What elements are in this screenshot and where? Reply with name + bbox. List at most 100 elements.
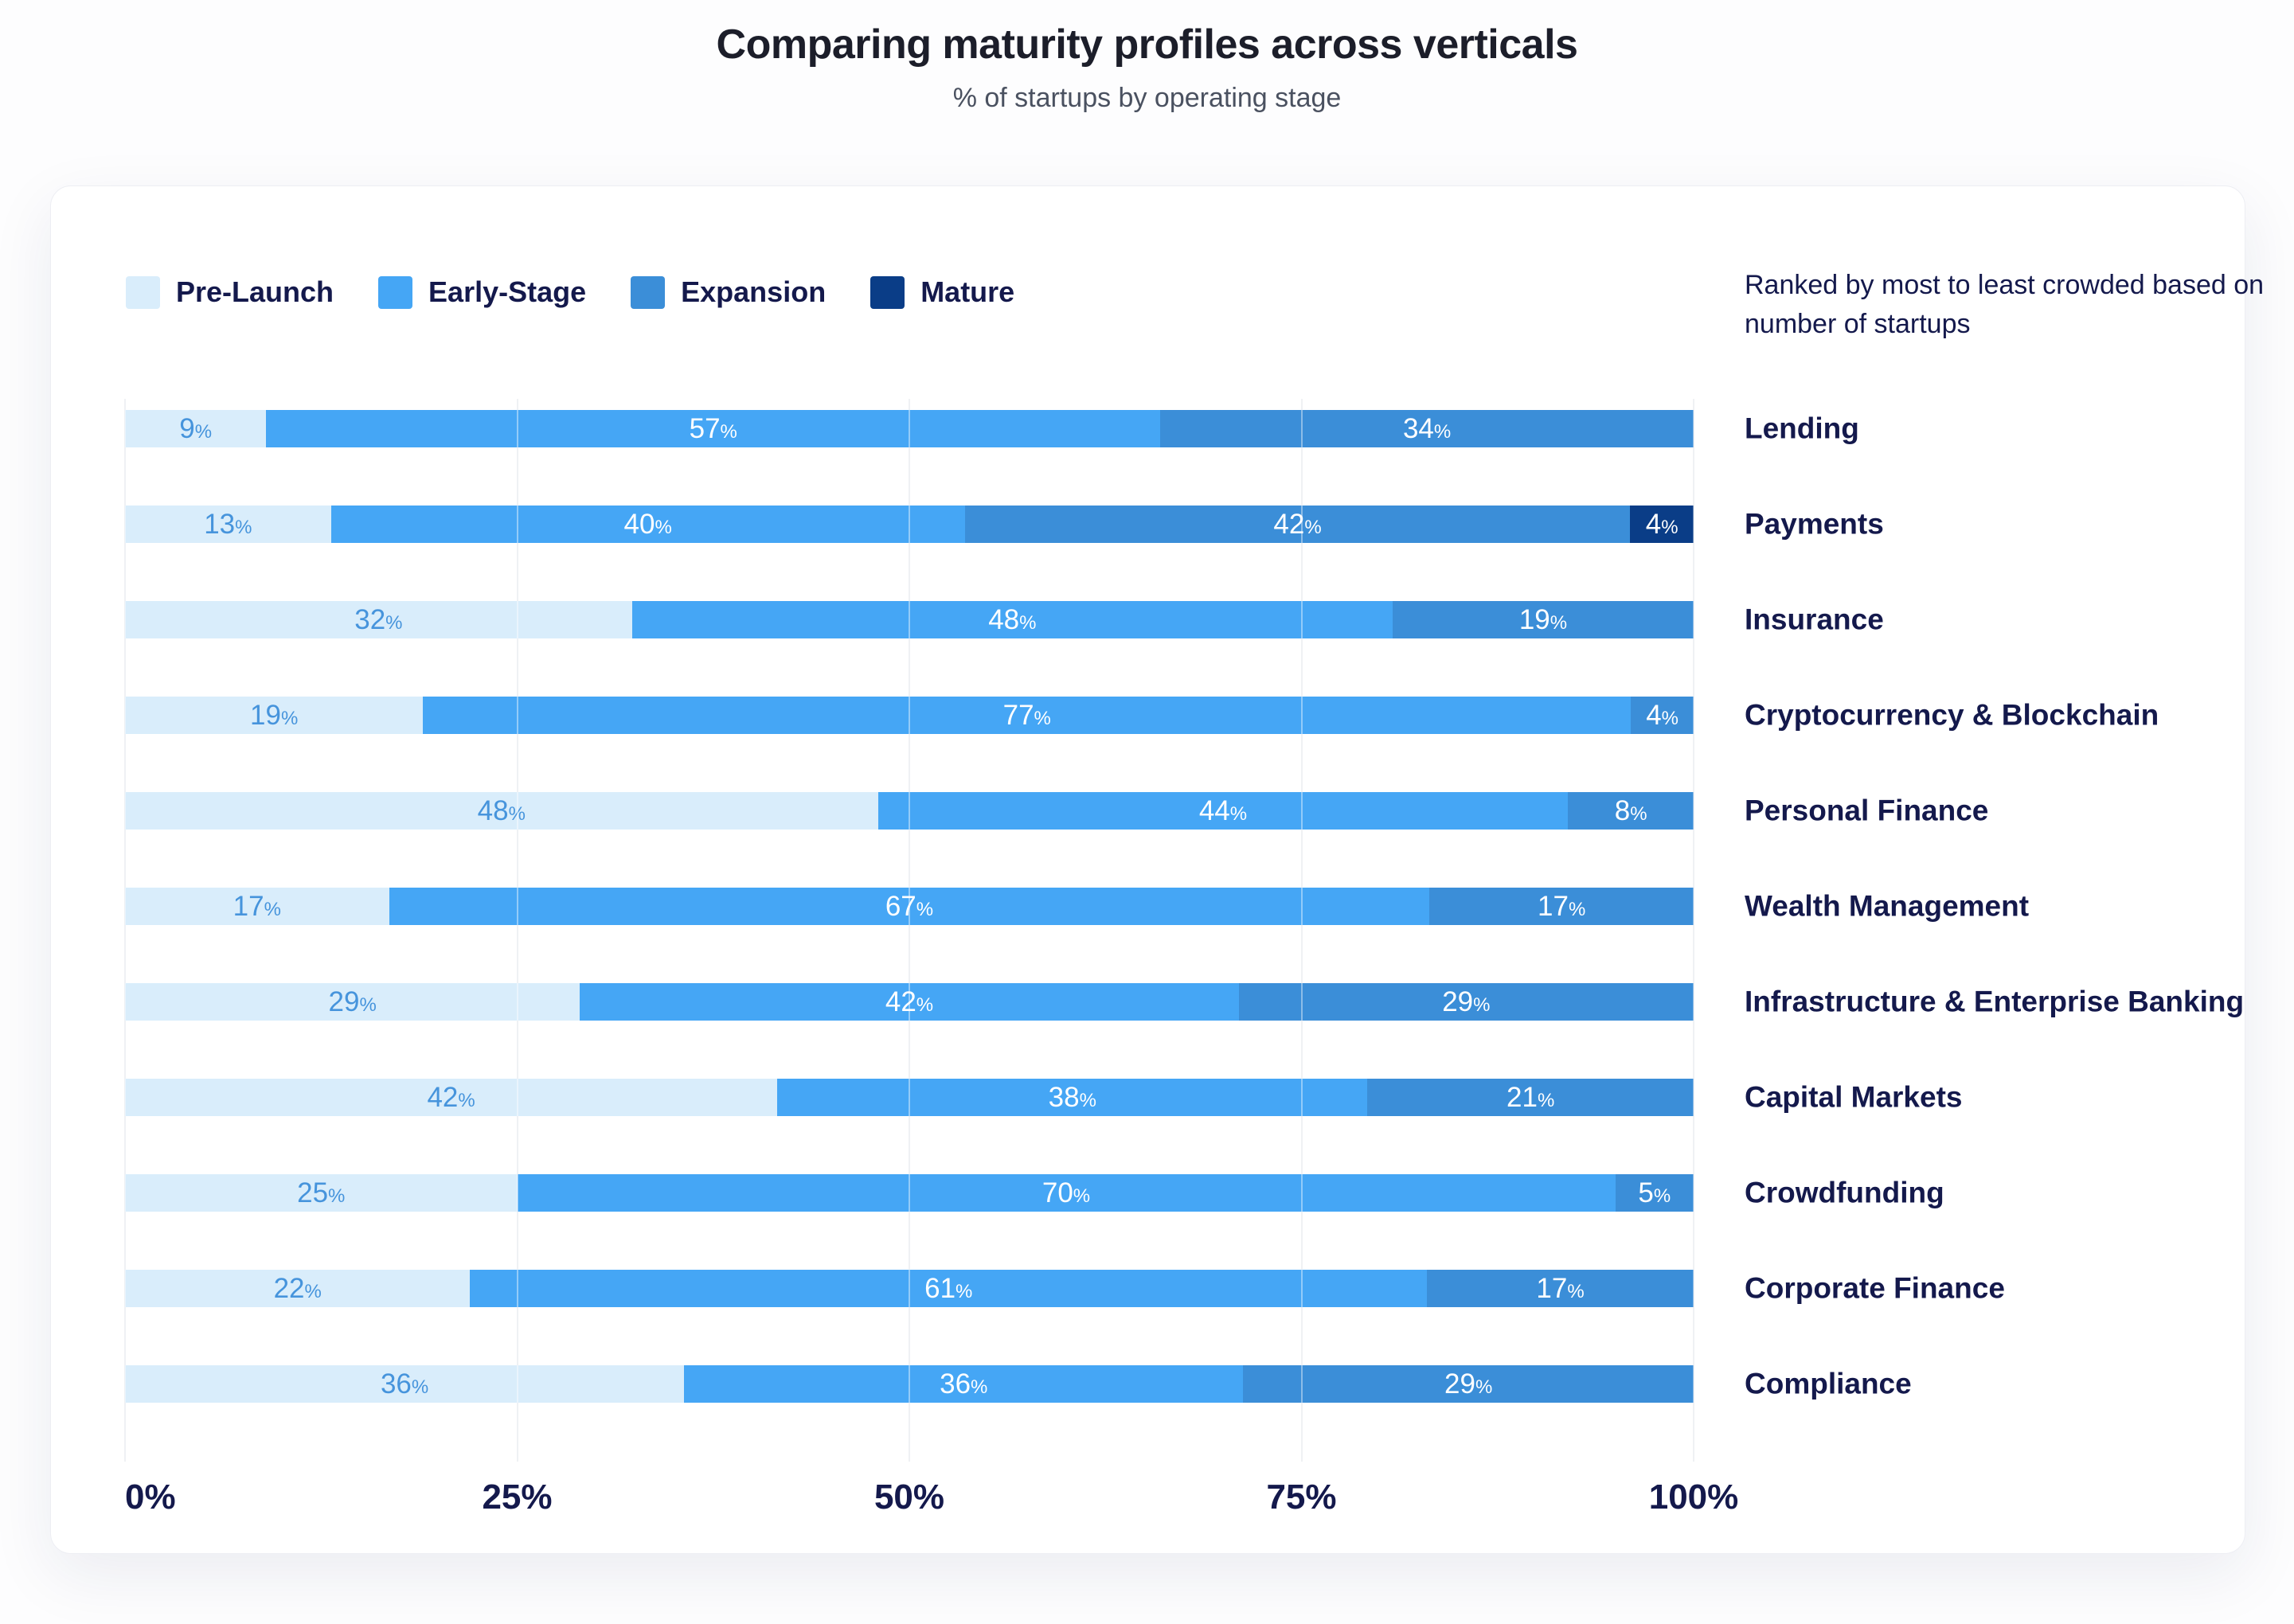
category-label-payments: Payments bbox=[1745, 507, 1884, 541]
bar-segment-early-stage: 70% bbox=[517, 1174, 1616, 1212]
percent-suffix: % bbox=[1433, 421, 1452, 443]
segment-value-label: 42% bbox=[885, 986, 934, 1017]
category-label-insurance: Insurance bbox=[1745, 603, 1884, 636]
bar-segment-expansion: 19% bbox=[1392, 601, 1694, 638]
chart-area: 9% 57% 34% 13% 40% 42% 4% 32% 48% 19% 19% 77% 4% 48% 4… bbox=[124, 399, 1694, 1462]
axis-tick-100: 100% bbox=[1648, 1478, 1739, 1517]
chart-title: Comparing maturity profiles across verti… bbox=[716, 21, 1578, 68]
bar-segment-early-stage: 36% bbox=[684, 1365, 1244, 1403]
bar-row-infrastructure-enterprise-banking: 29% 42% 29% bbox=[125, 983, 1694, 1021]
category-label-corporate-finance: Corporate Finance bbox=[1745, 1271, 2005, 1305]
legend-swatch-pre-launch bbox=[126, 275, 160, 309]
chart-subtitle: % of startups by operating stage bbox=[952, 83, 1342, 113]
gridline-overlay bbox=[909, 399, 910, 1462]
segment-value-label: 17% bbox=[233, 891, 281, 922]
category-label-capital-markets: Capital Markets bbox=[1745, 1080, 1963, 1114]
percent-suffix: % bbox=[956, 1281, 973, 1302]
gridline-overlay bbox=[1693, 399, 1694, 1462]
percent-suffix: % bbox=[1567, 1281, 1585, 1302]
segment-value-label: 4% bbox=[1645, 509, 1678, 540]
segment-value-label: 32% bbox=[354, 604, 403, 635]
legend-label: Early-Stage bbox=[428, 275, 587, 308]
percent-suffix: % bbox=[264, 899, 281, 920]
legend: Pre-Launch Early-Stage Expansion Mature bbox=[126, 275, 1014, 309]
category-label-compliance: Compliance bbox=[1745, 1367, 1912, 1400]
percent-suffix: % bbox=[1034, 708, 1051, 729]
bar-segment-pre-launch: 42% bbox=[125, 1079, 778, 1116]
gridline-overlay bbox=[516, 399, 518, 1462]
bar-row-personal-finance: 48% 44% 8% bbox=[125, 792, 1694, 830]
legend-label: Pre-Launch bbox=[176, 275, 334, 308]
segment-value-label: 38% bbox=[1048, 1082, 1096, 1113]
legend-item-pre-launch: Pre-Launch bbox=[126, 275, 334, 309]
bar-segment-early-stage: 57% bbox=[266, 410, 1161, 447]
bar-segment-pre-launch: 29% bbox=[125, 983, 580, 1021]
percent-suffix: % bbox=[1550, 612, 1568, 634]
bar-segment-mature: 4% bbox=[1630, 506, 1694, 543]
segment-value-label: 70% bbox=[1041, 1177, 1091, 1208]
percent-suffix: % bbox=[280, 708, 299, 729]
segment-value-label: 42% bbox=[427, 1082, 475, 1113]
bar-segment-pre-launch: 19% bbox=[125, 697, 424, 734]
segment-value-label: 48% bbox=[988, 604, 1037, 635]
axis-tick-75: 75% bbox=[1266, 1478, 1337, 1517]
ranking-note: Ranked by most to least crowded based on… bbox=[1745, 270, 2265, 340]
percent-suffix: % bbox=[971, 1376, 988, 1398]
percent-suffix: % bbox=[194, 421, 213, 443]
bar-row-cryptocurrency-blockchain: 19% 77% 4% bbox=[125, 697, 1694, 734]
segment-value-label: 36% bbox=[940, 1368, 988, 1400]
bar-segment-early-stage: 77% bbox=[423, 697, 1632, 734]
axis-tick-50: 50% bbox=[873, 1478, 945, 1517]
legend-label: Expansion bbox=[681, 275, 827, 308]
percent-suffix: % bbox=[1473, 994, 1491, 1016]
percent-suffix: % bbox=[1568, 899, 1586, 920]
gridline-overlay bbox=[1300, 399, 1303, 1462]
segment-value-label: 4% bbox=[1646, 700, 1678, 731]
bar-segment-expansion: 5% bbox=[1615, 1174, 1694, 1212]
bar-segment-early-stage: 40% bbox=[330, 506, 965, 543]
percent-suffix: % bbox=[1019, 612, 1037, 634]
percent-suffix: % bbox=[1073, 1185, 1091, 1207]
bar-segment-expansion: 34% bbox=[1160, 410, 1694, 447]
legend-item-expansion: Expansion bbox=[631, 275, 826, 309]
legend-item-mature: Mature bbox=[870, 275, 1014, 309]
bar-segment-pre-launch: 32% bbox=[125, 601, 632, 638]
bar-segment-pre-launch: 36% bbox=[125, 1365, 685, 1403]
gridline bbox=[909, 399, 910, 1462]
bar-segment-pre-launch: 17% bbox=[125, 888, 389, 925]
segment-value-label: 57% bbox=[689, 413, 737, 444]
percent-suffix: % bbox=[458, 1090, 475, 1111]
percent-suffix: % bbox=[235, 517, 252, 538]
segment-value-label: 19% bbox=[250, 700, 299, 731]
chart-header: Comparing maturity profiles across verti… bbox=[0, 21, 2294, 114]
gridline-overlay bbox=[124, 399, 126, 1462]
segment-value-label: 22% bbox=[273, 1273, 322, 1304]
category-label-lending: Lending bbox=[1745, 412, 1859, 445]
legend-label: Mature bbox=[920, 275, 1015, 308]
bar-row-crowdfunding: 25% 70% 5% bbox=[125, 1174, 1694, 1212]
legend-swatch-early-stage bbox=[378, 275, 413, 309]
bar-segment-expansion: 21% bbox=[1367, 1079, 1694, 1116]
bar-row-capital-markets: 42% 38% 21% bbox=[125, 1079, 1694, 1116]
percent-suffix: % bbox=[359, 994, 377, 1016]
bar-segment-early-stage: 38% bbox=[777, 1079, 1368, 1116]
bar-segment-pre-launch: 25% bbox=[125, 1174, 518, 1212]
percent-suffix: % bbox=[916, 994, 934, 1016]
percent-suffix: % bbox=[1475, 1376, 1493, 1398]
bar-row-corporate-finance: 22% 61% 17% bbox=[125, 1270, 1694, 1307]
segment-value-label: 9% bbox=[179, 413, 213, 444]
segment-value-label: 61% bbox=[924, 1273, 973, 1304]
gridline bbox=[1300, 399, 1303, 1462]
percent-suffix: % bbox=[1079, 1090, 1096, 1111]
bar-segment-pre-launch: 48% bbox=[125, 792, 878, 830]
axis-tick-25: 25% bbox=[482, 1478, 553, 1517]
percent-suffix: % bbox=[1229, 803, 1248, 825]
percent-suffix: % bbox=[411, 1376, 429, 1398]
percent-suffix: % bbox=[385, 612, 403, 634]
axis-tick-0: 0% bbox=[125, 1478, 176, 1517]
segment-value-label: 67% bbox=[885, 891, 934, 922]
bar-segment-expansion: 8% bbox=[1568, 792, 1694, 830]
bar-segment-expansion: 29% bbox=[1243, 1365, 1694, 1403]
bar-segment-early-stage: 42% bbox=[580, 983, 1239, 1021]
